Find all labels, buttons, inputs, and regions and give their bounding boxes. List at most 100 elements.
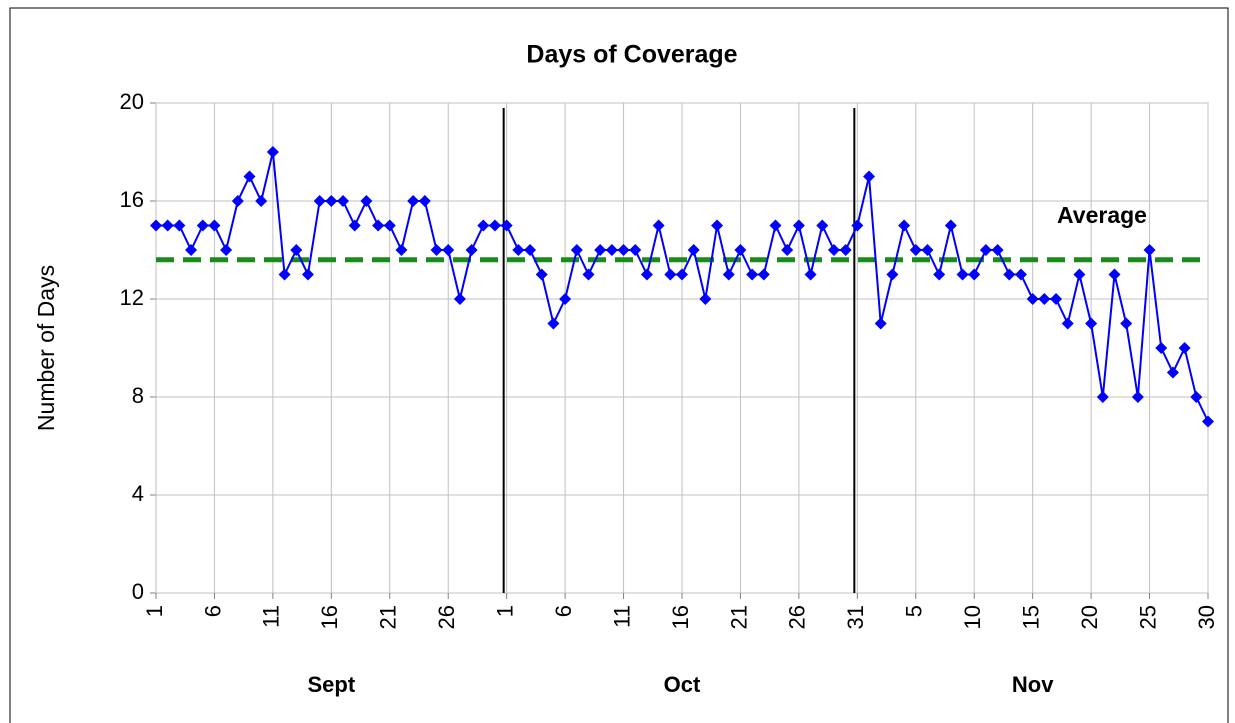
marker: [278, 268, 291, 281]
y-tick-label: 8: [132, 383, 144, 408]
marker: [979, 244, 992, 256]
y-tick-label: 4: [132, 481, 144, 506]
marker: [1061, 317, 1074, 330]
average-label: Average: [1057, 202, 1147, 228]
y-tick-label: 0: [132, 579, 144, 604]
marker: [208, 219, 221, 232]
marker: [909, 244, 922, 256]
marker: [664, 268, 677, 281]
y-axis-label: Number of Days: [33, 265, 59, 431]
marker: [746, 268, 759, 281]
x-tick-label: 16: [668, 605, 693, 629]
marker: [360, 195, 373, 207]
marker: [196, 219, 209, 232]
marker: [1026, 293, 1039, 305]
y-tick-label: 16: [120, 187, 144, 212]
marker: [851, 219, 864, 232]
x-tick-label: 15: [1018, 605, 1043, 629]
marker: [827, 244, 840, 256]
x-tick-label: 6: [200, 605, 225, 617]
marker: [453, 293, 466, 305]
x-tick-label: 11: [259, 605, 284, 628]
marker: [185, 244, 198, 256]
marker: [1143, 244, 1156, 256]
marker: [652, 219, 665, 232]
marker: [1096, 391, 1109, 403]
marker: [535, 268, 548, 281]
marker: [839, 244, 852, 256]
marker: [991, 244, 1004, 256]
chart-title: Days of Coverage: [526, 41, 737, 69]
marker: [243, 170, 256, 183]
marker: [594, 244, 607, 256]
x-tick-label: 11: [609, 605, 634, 628]
marker: [570, 244, 583, 256]
marker: [582, 268, 595, 281]
marker: [687, 244, 700, 256]
marker: [1178, 342, 1191, 354]
marker: [1131, 391, 1144, 403]
marker: [933, 268, 946, 281]
x-tick-label: 1: [492, 605, 517, 617]
marker: [944, 219, 957, 232]
marker: [1085, 317, 1098, 330]
month-label: Oct: [664, 672, 701, 697]
marker: [757, 268, 770, 281]
x-tick-label: 25: [1135, 605, 1160, 629]
marker: [769, 219, 782, 232]
marker: [524, 244, 537, 256]
marker: [500, 219, 513, 232]
marker: [1038, 293, 1051, 305]
marker: [395, 244, 408, 256]
month-label: Nov: [1012, 672, 1054, 697]
marker: [407, 195, 420, 207]
marker: [512, 244, 525, 256]
marker: [173, 219, 186, 232]
marker: [804, 268, 817, 281]
marker: [874, 317, 887, 330]
marker: [1073, 268, 1086, 281]
marker: [220, 244, 233, 256]
frame: [9, 7, 1229, 723]
month-label: Sept: [307, 672, 355, 697]
marker: [1202, 415, 1214, 428]
x-tick-label: 20: [1077, 605, 1102, 629]
marker: [1108, 268, 1121, 281]
marker: [617, 244, 630, 256]
x-tick-label: 26: [434, 605, 459, 629]
y-tick-label: 20: [120, 89, 144, 114]
marker: [1014, 268, 1027, 281]
y-tick-label: 12: [120, 285, 144, 310]
marker: [640, 268, 653, 281]
marker: [337, 195, 350, 207]
marker: [255, 195, 268, 207]
marker: [430, 244, 443, 256]
marker: [1003, 268, 1016, 281]
marker: [418, 195, 431, 207]
marker: [734, 244, 747, 256]
x-tick-label: 16: [317, 605, 342, 629]
marker: [372, 219, 385, 232]
marker: [442, 244, 455, 256]
x-tick-label: 5: [902, 605, 927, 617]
marker: [898, 219, 911, 232]
marker: [465, 244, 478, 256]
marker: [921, 244, 934, 256]
x-tick-label: 1: [142, 605, 167, 617]
marker: [605, 244, 618, 256]
marker: [477, 219, 490, 232]
marker: [968, 268, 981, 281]
x-tick-label: 26: [785, 605, 810, 629]
marker: [792, 219, 805, 232]
x-tick-label: 10: [960, 605, 985, 629]
marker: [863, 170, 876, 183]
marker: [676, 268, 688, 281]
marker: [150, 219, 162, 232]
marker: [290, 244, 303, 256]
marker: [781, 244, 794, 256]
x-tick-label: 21: [726, 605, 751, 629]
marker: [547, 317, 560, 330]
marker: [629, 244, 642, 256]
marker: [301, 268, 314, 281]
marker: [1050, 293, 1063, 305]
